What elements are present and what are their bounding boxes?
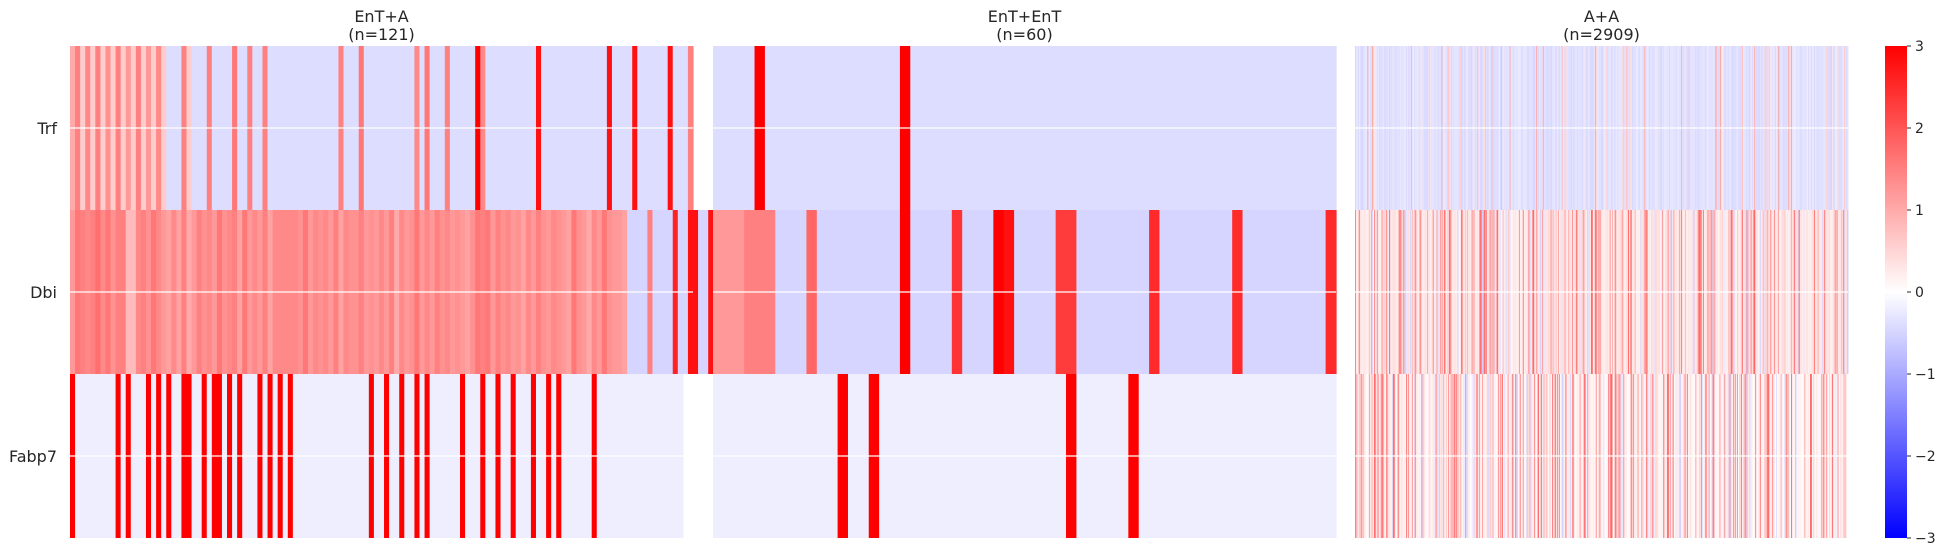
heatmap-cell bbox=[708, 210, 714, 374]
row-label: Trf bbox=[36, 119, 57, 138]
row-label: Fabp7 bbox=[9, 447, 57, 466]
heatmap-panel-2: EnT+EnT(n=60) bbox=[713, 7, 1337, 538]
panel-title: EnT+A bbox=[354, 7, 408, 26]
panel-subtitle: (n=2909) bbox=[1563, 25, 1640, 44]
colorbar-gradient bbox=[1885, 46, 1907, 538]
panel-title: EnT+EnT bbox=[988, 7, 1062, 26]
heatmap-panel-3: A+A(n=2909) bbox=[1355, 7, 1849, 538]
colorbar-tick-label: −1 bbox=[1915, 367, 1936, 383]
heatmap-cell bbox=[693, 210, 699, 374]
heatmap-cell bbox=[703, 210, 709, 374]
colorbar-tick-label: 3 bbox=[1915, 39, 1924, 55]
heatmap-panels: EnT+A(n=121)EnT+EnT(n=60)A+A(n=2909) bbox=[70, 7, 1849, 538]
panel-title: A+A bbox=[1584, 7, 1619, 26]
heatmap-panel-1: EnT+A(n=121) bbox=[70, 7, 714, 538]
colorbar: 3 2 1 0 −1 −2 −3 bbox=[1885, 39, 1936, 547]
heatmap-cell bbox=[698, 210, 704, 374]
colorbar-tick-label: 1 bbox=[1915, 203, 1924, 219]
row-label: Dbi bbox=[30, 283, 57, 302]
panel-subtitle: (n=60) bbox=[996, 25, 1052, 44]
colorbar-tick-label: −3 bbox=[1915, 531, 1936, 547]
colorbar-tick-label: −2 bbox=[1915, 449, 1936, 465]
colorbar-tick-label: 2 bbox=[1915, 121, 1924, 137]
panel-subtitle: (n=121) bbox=[348, 25, 415, 44]
row-labels: Trf Dbi Fabp7 bbox=[9, 119, 57, 466]
colorbar-tick-label: 0 bbox=[1915, 285, 1924, 301]
